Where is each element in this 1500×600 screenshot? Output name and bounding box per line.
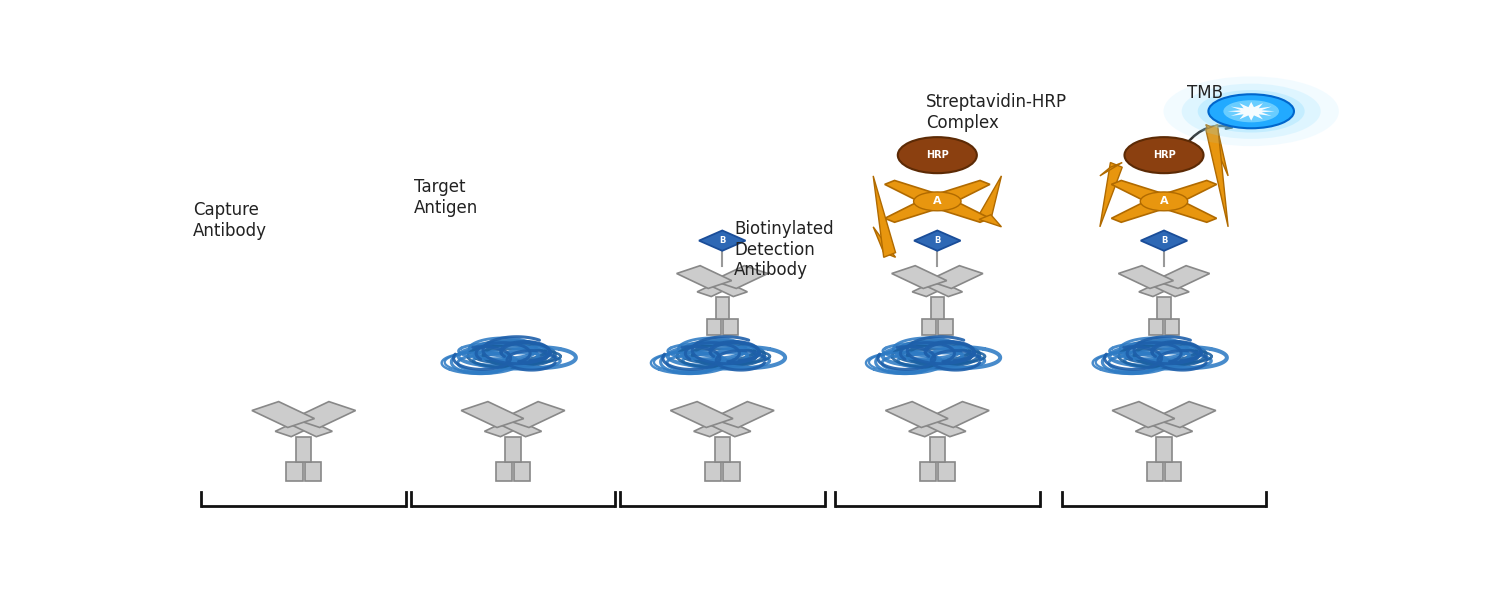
Polygon shape	[693, 412, 752, 437]
Polygon shape	[699, 230, 746, 251]
Polygon shape	[909, 412, 966, 437]
Bar	[714, 437, 730, 463]
Bar	[1166, 319, 1179, 335]
Polygon shape	[873, 176, 895, 257]
Polygon shape	[980, 215, 1002, 227]
Polygon shape	[292, 401, 356, 427]
Polygon shape	[932, 181, 990, 203]
Polygon shape	[698, 275, 747, 296]
Circle shape	[1209, 94, 1294, 128]
Polygon shape	[1112, 401, 1174, 427]
Bar	[296, 437, 312, 463]
Bar	[705, 463, 722, 481]
Circle shape	[1224, 100, 1280, 122]
Polygon shape	[912, 275, 963, 296]
Polygon shape	[1136, 412, 1192, 437]
Polygon shape	[1160, 181, 1216, 203]
Bar	[930, 437, 945, 463]
Polygon shape	[912, 275, 963, 296]
Polygon shape	[1112, 199, 1168, 222]
Polygon shape	[885, 401, 948, 427]
Text: Streptavidin-HRP
Complex: Streptavidin-HRP Complex	[926, 93, 1066, 131]
Polygon shape	[1140, 230, 1188, 251]
Ellipse shape	[898, 137, 977, 173]
Polygon shape	[909, 412, 966, 437]
Polygon shape	[914, 230, 960, 251]
Polygon shape	[1206, 125, 1228, 176]
Bar	[939, 319, 952, 335]
Text: B: B	[1161, 236, 1167, 245]
Polygon shape	[932, 199, 990, 222]
Polygon shape	[885, 181, 942, 203]
Bar	[1158, 297, 1170, 319]
Text: B: B	[718, 236, 726, 245]
Polygon shape	[927, 401, 988, 427]
Polygon shape	[252, 401, 315, 427]
Polygon shape	[873, 227, 895, 257]
Polygon shape	[885, 199, 942, 222]
Polygon shape	[698, 275, 747, 296]
Polygon shape	[928, 266, 982, 289]
Bar	[495, 463, 512, 481]
Bar	[514, 463, 531, 481]
Polygon shape	[1100, 163, 1122, 227]
Polygon shape	[1206, 125, 1228, 227]
Text: A: A	[1160, 196, 1168, 206]
Polygon shape	[1100, 163, 1122, 176]
Polygon shape	[1138, 275, 1190, 296]
Polygon shape	[1119, 266, 1173, 289]
Polygon shape	[711, 401, 774, 427]
Polygon shape	[484, 412, 542, 437]
Bar	[723, 319, 738, 335]
Polygon shape	[1136, 412, 1192, 437]
Bar	[922, 319, 936, 335]
Polygon shape	[1138, 275, 1190, 296]
Bar	[1149, 319, 1162, 335]
Text: Biotinylated
Detection
Antibody: Biotinylated Detection Antibody	[734, 220, 834, 280]
Text: B: B	[934, 236, 940, 245]
Bar	[920, 463, 936, 481]
Polygon shape	[1155, 266, 1209, 289]
Polygon shape	[1227, 102, 1275, 121]
Circle shape	[1140, 192, 1188, 211]
Bar	[286, 463, 303, 481]
Text: Capture
Antibody: Capture Antibody	[194, 202, 267, 240]
Bar	[1146, 463, 1162, 481]
Bar	[716, 297, 729, 319]
Text: Target
Antigen: Target Antigen	[414, 178, 478, 217]
Polygon shape	[1154, 401, 1216, 427]
Bar	[706, 319, 722, 335]
Polygon shape	[274, 412, 333, 437]
Ellipse shape	[1125, 137, 1203, 173]
Bar	[1166, 463, 1182, 481]
Polygon shape	[1112, 181, 1168, 203]
Bar	[930, 297, 944, 319]
Polygon shape	[712, 266, 768, 289]
Bar	[506, 437, 520, 463]
Text: A: A	[933, 196, 942, 206]
Polygon shape	[484, 412, 542, 437]
Polygon shape	[891, 266, 946, 289]
Bar	[304, 463, 321, 481]
Circle shape	[1197, 90, 1305, 133]
Polygon shape	[670, 401, 734, 427]
Bar	[939, 463, 954, 481]
Polygon shape	[693, 412, 752, 437]
Text: HRP: HRP	[926, 150, 948, 160]
Polygon shape	[460, 401, 524, 427]
Bar	[723, 463, 740, 481]
Polygon shape	[503, 401, 566, 427]
Polygon shape	[676, 266, 732, 289]
Polygon shape	[1160, 199, 1216, 222]
Polygon shape	[274, 412, 333, 437]
Circle shape	[1182, 83, 1320, 139]
Bar	[1156, 437, 1172, 463]
Text: TMB: TMB	[1188, 83, 1224, 101]
Polygon shape	[980, 176, 1002, 220]
Text: HRP: HRP	[1152, 150, 1176, 160]
Circle shape	[914, 192, 962, 211]
Circle shape	[1164, 76, 1340, 146]
